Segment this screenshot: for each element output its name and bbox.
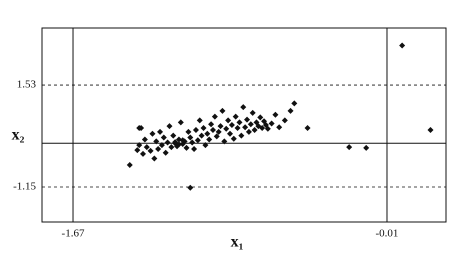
point	[157, 128, 164, 135]
point	[179, 137, 186, 144]
point	[213, 133, 220, 140]
x-tick-label: -0.01	[376, 228, 399, 240]
point	[304, 125, 311, 132]
point	[175, 136, 182, 143]
point	[164, 139, 171, 146]
y-tick-label: -1.15	[13, 181, 36, 193]
point	[202, 142, 209, 149]
point	[153, 138, 160, 145]
point	[175, 141, 182, 148]
point	[215, 128, 222, 135]
point	[151, 155, 158, 162]
point	[232, 113, 239, 120]
point	[240, 104, 247, 111]
point	[242, 124, 249, 131]
point	[192, 126, 199, 133]
x-tick-label: -1.67	[62, 228, 85, 240]
point	[259, 125, 266, 132]
point	[155, 145, 162, 152]
point	[126, 161, 133, 168]
point	[136, 125, 143, 132]
point	[346, 144, 353, 151]
point	[268, 120, 275, 127]
point	[225, 117, 232, 124]
point	[187, 134, 194, 141]
point	[198, 132, 205, 139]
point	[291, 100, 298, 107]
point	[217, 123, 224, 130]
point	[236, 119, 243, 126]
point	[247, 121, 254, 128]
point	[204, 130, 211, 137]
point	[160, 134, 167, 141]
point	[227, 130, 234, 137]
point	[276, 124, 283, 131]
plot-frame	[41, 27, 447, 223]
point	[219, 107, 226, 114]
point	[208, 121, 215, 128]
point	[162, 149, 169, 156]
point	[168, 144, 175, 151]
point	[427, 126, 434, 133]
point	[287, 107, 294, 114]
point	[177, 119, 184, 126]
point	[194, 137, 201, 144]
point	[147, 147, 154, 154]
point	[251, 126, 258, 133]
point	[221, 138, 228, 145]
y-tick-label: 1.53	[17, 79, 37, 91]
y-axis-title: x₂	[12, 127, 25, 144]
point	[141, 136, 148, 143]
point	[245, 128, 252, 135]
point	[170, 132, 177, 139]
point	[264, 125, 271, 132]
point	[172, 139, 179, 146]
x-axis-title: x₁	[231, 234, 244, 251]
point	[399, 42, 406, 49]
point	[230, 135, 237, 142]
point	[134, 147, 141, 154]
point	[185, 128, 192, 135]
point	[244, 116, 251, 123]
point	[196, 117, 203, 124]
point	[206, 136, 213, 143]
point	[209, 126, 216, 133]
point	[143, 144, 150, 151]
point	[158, 142, 165, 149]
point	[149, 130, 156, 137]
point	[191, 145, 198, 152]
point	[223, 125, 230, 132]
point	[187, 184, 194, 191]
point	[228, 122, 235, 128]
point	[234, 125, 241, 132]
point	[166, 123, 173, 130]
point	[189, 139, 196, 146]
point	[211, 113, 218, 120]
point	[200, 125, 207, 132]
point	[281, 117, 288, 124]
point	[183, 144, 190, 151]
point	[238, 132, 245, 139]
point	[249, 109, 256, 116]
point	[140, 150, 146, 157]
point	[257, 114, 264, 121]
point	[363, 144, 370, 151]
point	[272, 111, 279, 118]
point	[136, 142, 143, 149]
